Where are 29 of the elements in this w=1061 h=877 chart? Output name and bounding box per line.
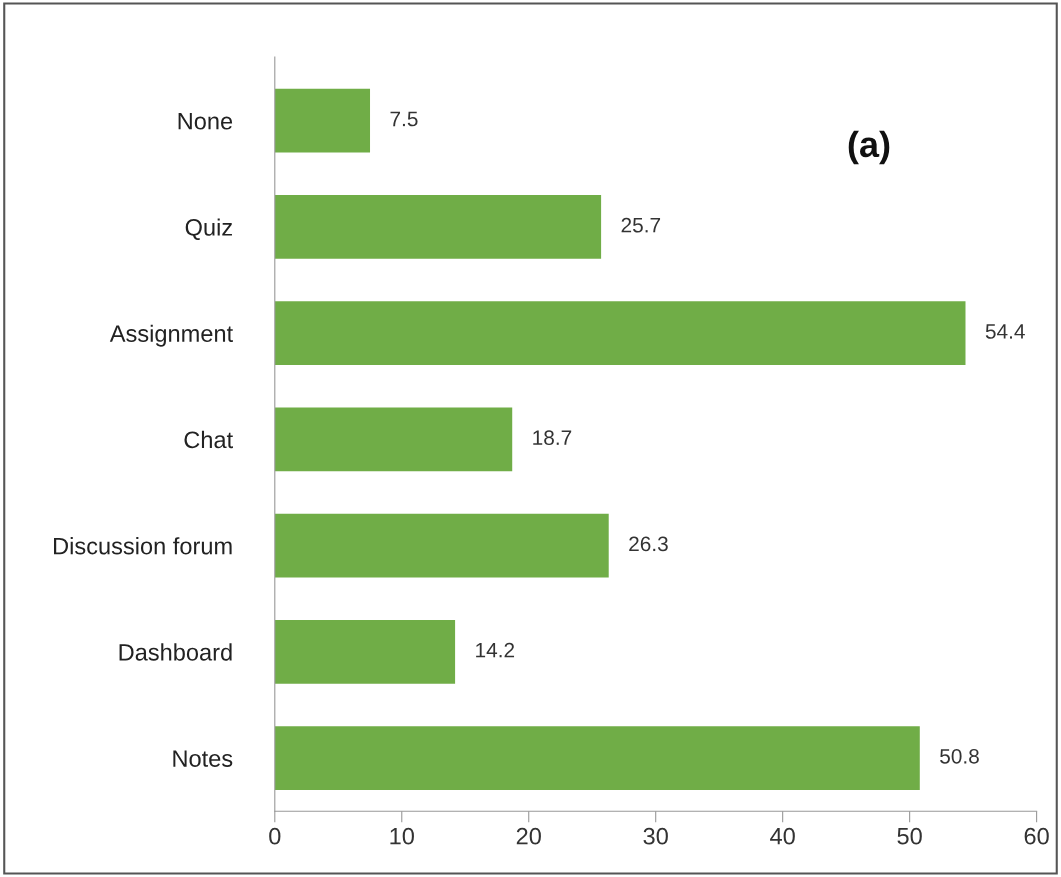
bar bbox=[274, 407, 513, 472]
bar bbox=[274, 88, 371, 153]
x-tick-label: 20 bbox=[516, 827, 541, 845]
bar bbox=[274, 513, 609, 578]
data-label: 25.7 bbox=[621, 217, 661, 233]
x-tick-label: 60 bbox=[1024, 827, 1049, 845]
annotation: (a) bbox=[848, 130, 890, 165]
bar bbox=[274, 620, 456, 684]
y-tick-label: Assignment bbox=[109, 324, 233, 347]
x-tick-label: 50 bbox=[897, 827, 922, 845]
y-tick-label: Discussion forum bbox=[54, 537, 232, 555]
bar bbox=[274, 726, 920, 790]
y-tick-label: None bbox=[178, 113, 233, 130]
data-label: 50.8 bbox=[940, 748, 979, 764]
y-tick-label: Dashboard bbox=[119, 643, 232, 661]
x-tick-label: 0 bbox=[269, 827, 281, 845]
data-label: 54.4 bbox=[985, 324, 1025, 339]
x-tick-label: 40 bbox=[770, 827, 795, 845]
bar bbox=[274, 195, 602, 259]
y-tick-label: Notes bbox=[173, 750, 233, 767]
x-tick-label: 30 bbox=[643, 827, 668, 845]
data-label: 14.2 bbox=[476, 642, 515, 658]
y-tick-label: Chat bbox=[184, 430, 233, 449]
bar bbox=[274, 301, 966, 366]
data-label: 18.7 bbox=[533, 430, 572, 446]
x-tick-label: 10 bbox=[390, 827, 414, 845]
y-tick-label: Quiz bbox=[185, 218, 232, 240]
data-label: 7.5 bbox=[390, 111, 418, 127]
data-label: 26.3 bbox=[629, 536, 668, 552]
